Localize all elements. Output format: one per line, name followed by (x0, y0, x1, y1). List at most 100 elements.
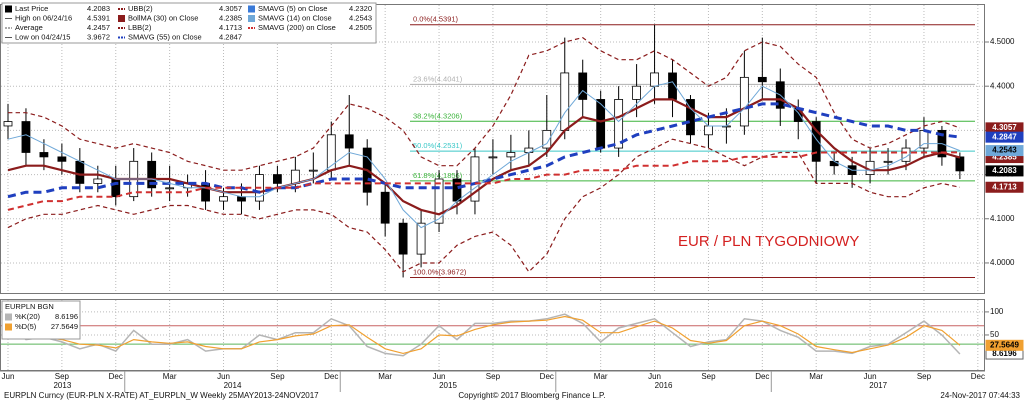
legend-value: 4.1713 (219, 23, 242, 32)
x-tick-label: Jun (864, 372, 877, 381)
candle-body (614, 99, 624, 149)
fib-label: 100.0%(3.9672) (413, 267, 467, 276)
legend-label: Low on 04/24/15 (15, 32, 70, 41)
x-tick-label: Jun (2, 372, 15, 381)
y-tick-label: 4.0000 (990, 258, 1015, 267)
oscillator-line (7, 313, 961, 357)
x-tick-label: Jun (648, 372, 661, 381)
legend-swatch (5, 323, 12, 331)
x-tick-label: Sep (701, 372, 716, 381)
legend-value: 4.3057 (219, 4, 242, 13)
value-tag-label: 4.1713 (992, 182, 1017, 191)
legend-label: Average (15, 23, 43, 32)
candle-body (93, 178, 103, 184)
x-tick-label: Mar (163, 372, 177, 381)
value-tag (985, 181, 1024, 193)
candle-body (542, 129, 552, 149)
x-tick-label: Sep (55, 372, 70, 381)
candle-body (21, 121, 31, 153)
candle-body (488, 156, 498, 159)
legend-value: 27.5649 (51, 322, 78, 331)
fib-label: 38.2%(4.3206) (413, 111, 463, 120)
candle-body (452, 178, 462, 202)
candle-body (308, 169, 318, 172)
x-tick-label: Dec (540, 372, 554, 381)
value-tag-label: 4.2847 (992, 132, 1017, 141)
overlay-line (7, 98, 961, 216)
fib-label: 23.6%(4.4041) (413, 74, 463, 83)
year-label: 2013 (53, 381, 71, 390)
oscillator-plot (1, 300, 984, 370)
candle-body (165, 187, 175, 190)
fib-label: 50.0%(4.2531) (413, 141, 463, 150)
legend-label: SMAVG (5) on Close (258, 4, 327, 13)
y-tick-label: 100 (990, 307, 1004, 316)
value-tag-label: 4.2543 (992, 146, 1017, 155)
candle-body (901, 147, 911, 162)
legend-label: SMAVG (14) on Close (258, 13, 332, 22)
candle-body (75, 160, 85, 184)
legend-value: 8.6196 (55, 312, 78, 321)
year-label: 2016 (655, 381, 673, 390)
y-tick-label: 4.1000 (990, 214, 1015, 223)
candle-body (219, 196, 228, 202)
candle-body (39, 152, 49, 158)
year-label: 2015 (439, 381, 457, 390)
x-tick-label: Mar (378, 372, 392, 381)
value-tag-label: 8.6196 (992, 349, 1017, 358)
fib-label: 0.0%(4.5391) (413, 15, 459, 24)
legend-value: 4.2847 (219, 32, 242, 41)
legend-value: 4.2083 (87, 4, 110, 13)
candle-body (650, 72, 659, 87)
candle-body (829, 160, 839, 167)
legend-value: 4.5391 (87, 13, 110, 22)
legend-value: 4.2385 (219, 13, 242, 22)
candle-body (578, 72, 588, 100)
candle-body (344, 134, 354, 149)
candle-body (272, 174, 282, 184)
legend-box (1, 300, 81, 340)
legend-swatch (248, 5, 255, 13)
value-tag (985, 165, 1024, 177)
y-tick-label: 4.4000 (990, 81, 1015, 90)
x-tick-label: Dec (324, 372, 338, 381)
footer-right: 24-Nov-2017 07:44:33 (940, 391, 1020, 400)
candle-body (632, 85, 641, 100)
x-tick-label: Sep (917, 372, 932, 381)
x-tick-label: Jun (217, 372, 230, 381)
overlay-line (7, 138, 961, 273)
legend-label: %D(5) (15, 322, 37, 331)
footer-center: Copyright© 2017 Bloomberg Finance L.P. (458, 391, 605, 400)
x-tick-label: Sep (270, 372, 285, 381)
main-plot: 0.0%(4.5391) 23.6%(4.4041) 38.2%(4.3206) 50… (1, 5, 984, 293)
x-tick-label: Jun (433, 372, 446, 381)
candle-body (704, 125, 713, 136)
year-label: 2017 (869, 381, 887, 390)
legend-label: LBB(2) (128, 23, 152, 32)
value-tag-label: 4.2385 (992, 153, 1017, 162)
x-tick-label: Dec (109, 372, 123, 381)
candle-body (883, 160, 893, 163)
legend-value: 4.2457 (87, 23, 110, 32)
x-tick-label: Sep (486, 372, 501, 381)
legend-swatch (118, 15, 125, 22)
fib-label: 61.8%(4.1856) (413, 171, 463, 180)
candle-body (434, 178, 444, 224)
year-label: 2014 (224, 381, 242, 390)
legend-swatch (5, 5, 12, 13)
x-tick-label: Dec (755, 372, 769, 381)
legend-value: 4.2543 (349, 13, 372, 22)
overlay-line (8, 36, 961, 171)
legend-label: UBB(2) (128, 4, 153, 13)
candle-body (470, 156, 480, 202)
candle-body (524, 147, 534, 153)
candle-body (380, 191, 390, 224)
candle-body (757, 76, 767, 83)
value-tag-label: 4.2083 (992, 166, 1017, 175)
legend-label: High on 06/24/16 (15, 13, 72, 22)
overlay-line (7, 81, 961, 229)
legend-label: BollMA (30) on Close (128, 13, 198, 22)
legend-value: 4.2320 (349, 4, 372, 13)
